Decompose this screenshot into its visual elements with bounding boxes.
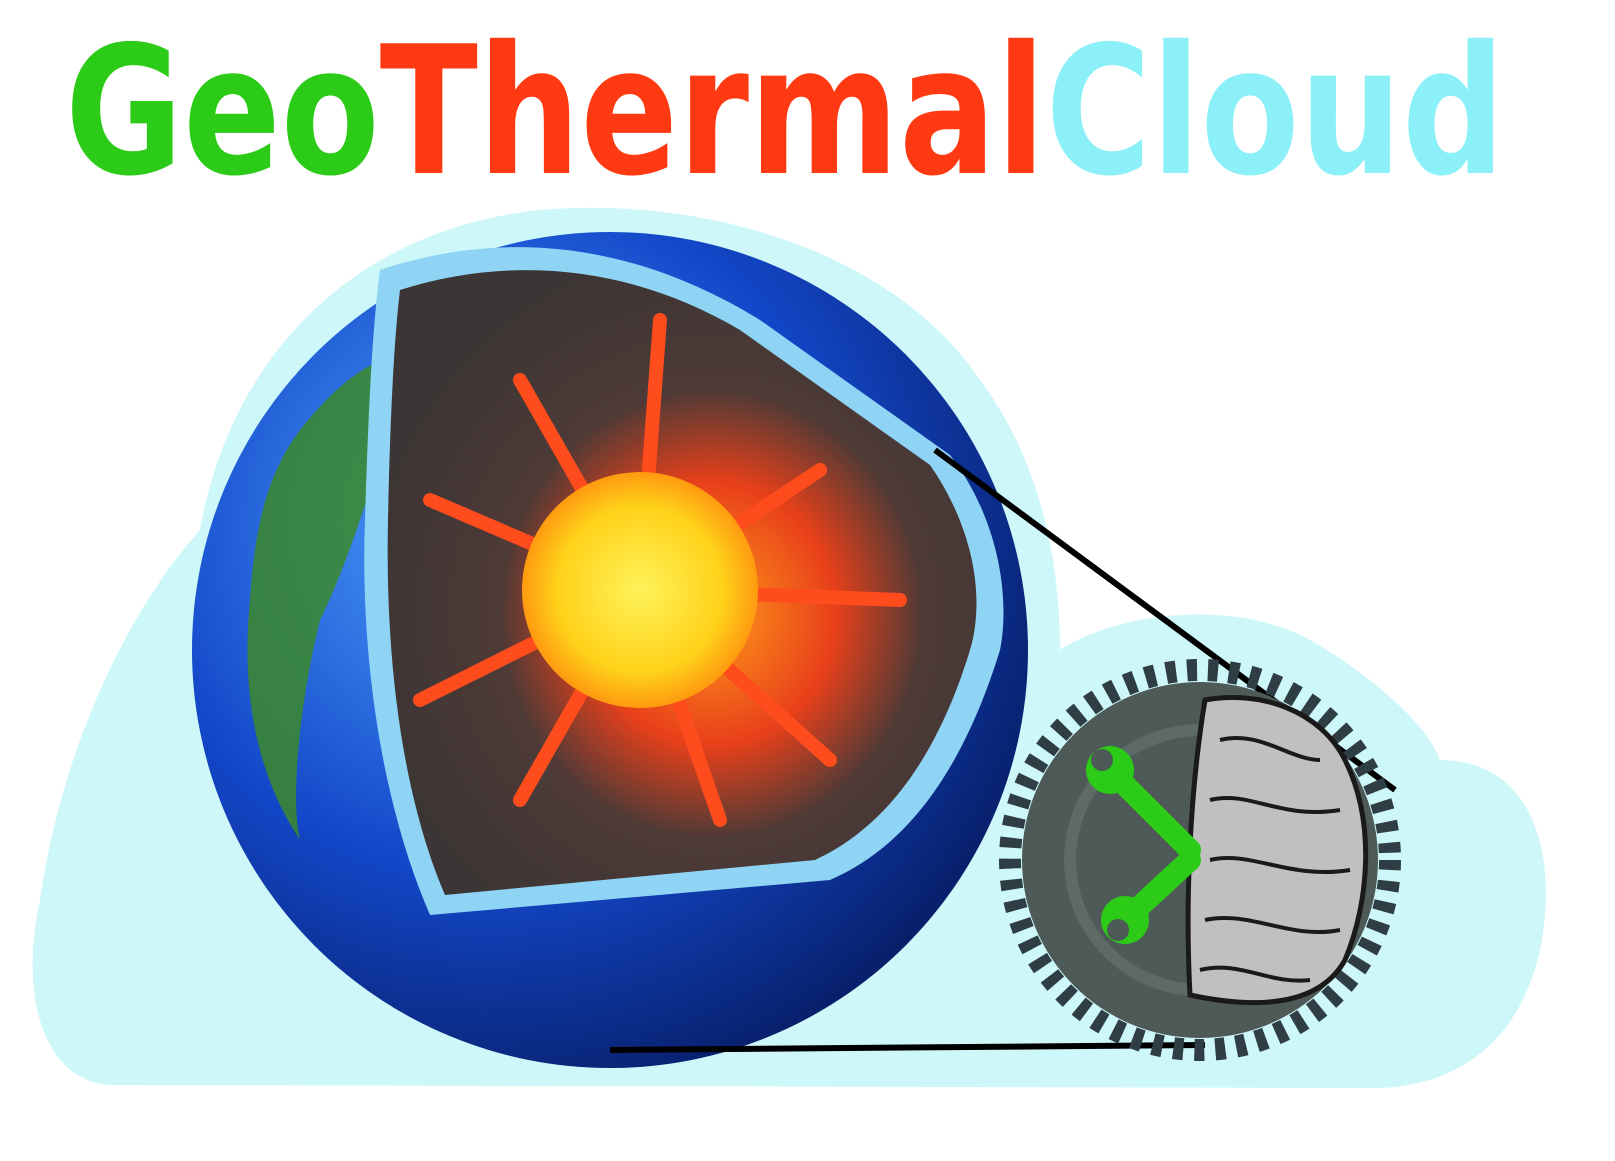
title-thermal: Thermal (380, 8, 1046, 215)
gear (999, 659, 1401, 1061)
title-geo: Geo (65, 8, 380, 215)
zoom-line (609, 1042, 1206, 1053)
title-cloud: Cloud (1046, 8, 1505, 215)
title: GeoThermalCloud (65, 8, 1505, 215)
earth (192, 232, 1028, 1068)
